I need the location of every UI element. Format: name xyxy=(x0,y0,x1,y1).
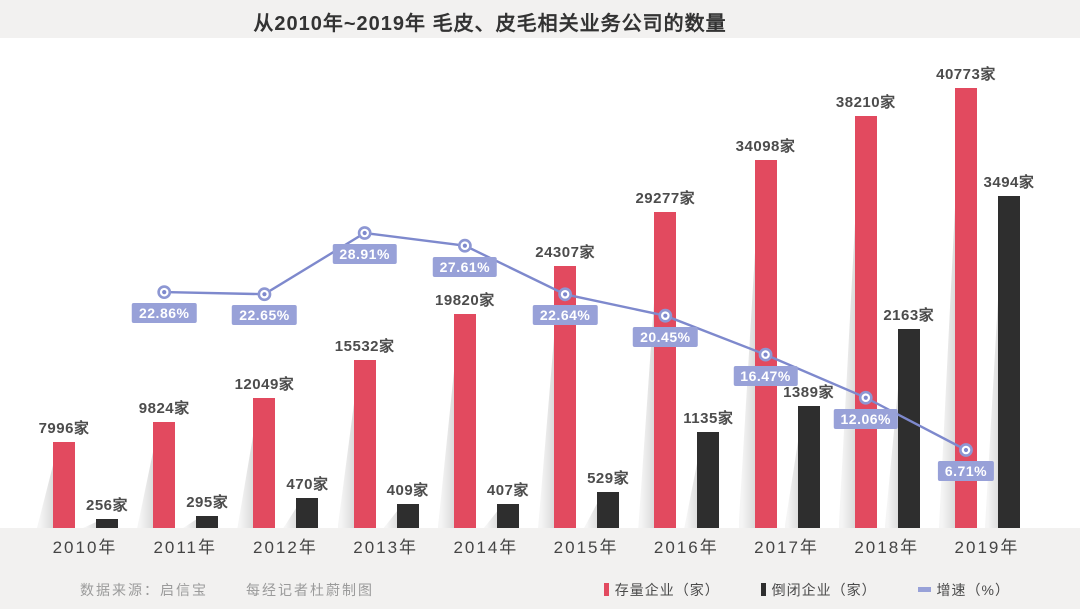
existing-value-label-2018年: 38210家 xyxy=(835,93,896,111)
axis-label-2015年: 2015年 xyxy=(553,538,619,557)
closed-bar-2019年 xyxy=(997,195,1020,528)
legend-item-existing: 存量企业（家） xyxy=(603,582,720,598)
existing-bar-2015年 xyxy=(554,265,577,528)
existing-bar-2016年 xyxy=(654,212,677,528)
closed-bar-2012年 xyxy=(296,498,319,528)
legend-label-closed: 倒闭企业（家） xyxy=(771,582,877,598)
closed-bar-2011年 xyxy=(196,515,219,528)
legend-label-growth: 增速（%） xyxy=(936,582,1010,598)
closed-value-label-2013年: 409家 xyxy=(386,482,429,500)
existing-value-label-2011年: 9824家 xyxy=(138,399,190,417)
closed-bar-shadow-2010年 xyxy=(83,519,102,528)
axis-label-2014年: 2014年 xyxy=(453,538,519,557)
existing-value-label-2016年: 29277家 xyxy=(635,190,696,208)
axis-label-2012年: 2012年 xyxy=(253,538,318,557)
credit-text: 每经记者杜蔚制图 xyxy=(246,582,374,598)
closed-bar-2013年 xyxy=(396,504,419,528)
existing-value-label-2019年: 40773家 xyxy=(936,66,996,84)
closed-bar-2010年 xyxy=(96,519,118,528)
closed-bar-2016年 xyxy=(697,431,720,528)
axis-label-2011年: 2011年 xyxy=(153,538,217,557)
existing-bar-2010年 xyxy=(53,441,75,528)
existing-value-label-2013年: 15532家 xyxy=(334,338,395,356)
existing-bar-2019年 xyxy=(954,88,977,528)
existing-bar-2012年 xyxy=(253,397,276,528)
existing-value-label-2010年: 7996家 xyxy=(38,419,90,437)
existing-value-label-2014年: 19820家 xyxy=(435,292,495,310)
existing-bar-2013年 xyxy=(353,360,376,528)
axis-label-2019年: 2019年 xyxy=(954,538,1020,557)
closed-value-label-2017年: 1389家 xyxy=(783,384,834,402)
axis-label-2017年: 2017年 xyxy=(754,538,819,557)
closed-value-label-2011年: 295家 xyxy=(186,493,229,511)
closed-value-label-2015年: 529家 xyxy=(587,470,630,488)
closed-value-label-2016年: 1135家 xyxy=(683,409,734,427)
closed-bar-2017年 xyxy=(797,406,820,528)
closed-value-label-2019年: 3494家 xyxy=(983,173,1035,191)
existing-value-label-2012年: 12049家 xyxy=(234,375,295,393)
existing-value-label-2015年: 24307家 xyxy=(535,243,595,261)
red-bar-swatch-icon xyxy=(603,583,609,597)
closed-bar-2014年 xyxy=(496,504,519,528)
axis-label-2018年: 2018年 xyxy=(854,538,920,557)
existing-value-label-2017年: 34098家 xyxy=(735,138,796,156)
axis-label-2010年: 2010年 xyxy=(52,538,118,557)
chart-title: 从2010年~2019年 毛皮、皮毛相关业务公司的数量 xyxy=(253,13,727,35)
line-swatch-icon xyxy=(917,587,931,593)
existing-bar-2017年 xyxy=(754,160,777,528)
black-bar-swatch-icon xyxy=(760,583,766,597)
closed-bar-2015年 xyxy=(597,492,620,528)
footer: 数据来源：启信宝 每经记者杜蔚制图 存量企业（家） 倒闭企业（家） 增速（%） xyxy=(0,580,1080,604)
closed-value-label-2012年: 470家 xyxy=(286,476,329,493)
closed-value-label-2014年: 407家 xyxy=(486,482,529,500)
legend-label-existing: 存量企业（家） xyxy=(614,582,720,598)
existing-bar-2011年 xyxy=(153,421,176,528)
closed-value-label-2010年: 256家 xyxy=(85,497,129,515)
closed-bar-2018年 xyxy=(897,328,920,528)
data-source: 数据来源：启信宝 每经记者杜蔚制图 xyxy=(80,580,374,600)
source-text: 数据来源：启信宝 xyxy=(80,582,208,598)
legend-item-closed: 倒闭企业（家） xyxy=(760,582,877,598)
axis-label-2013年: 2013年 xyxy=(353,538,419,557)
legend: 存量企业（家） 倒闭企业（家） 增速（%） xyxy=(568,580,1010,600)
closed-value-label-2018年: 2163家 xyxy=(883,306,935,324)
axis-label-2016年: 2016年 xyxy=(653,538,719,557)
legend-item-growth: 增速（%） xyxy=(917,582,1010,598)
